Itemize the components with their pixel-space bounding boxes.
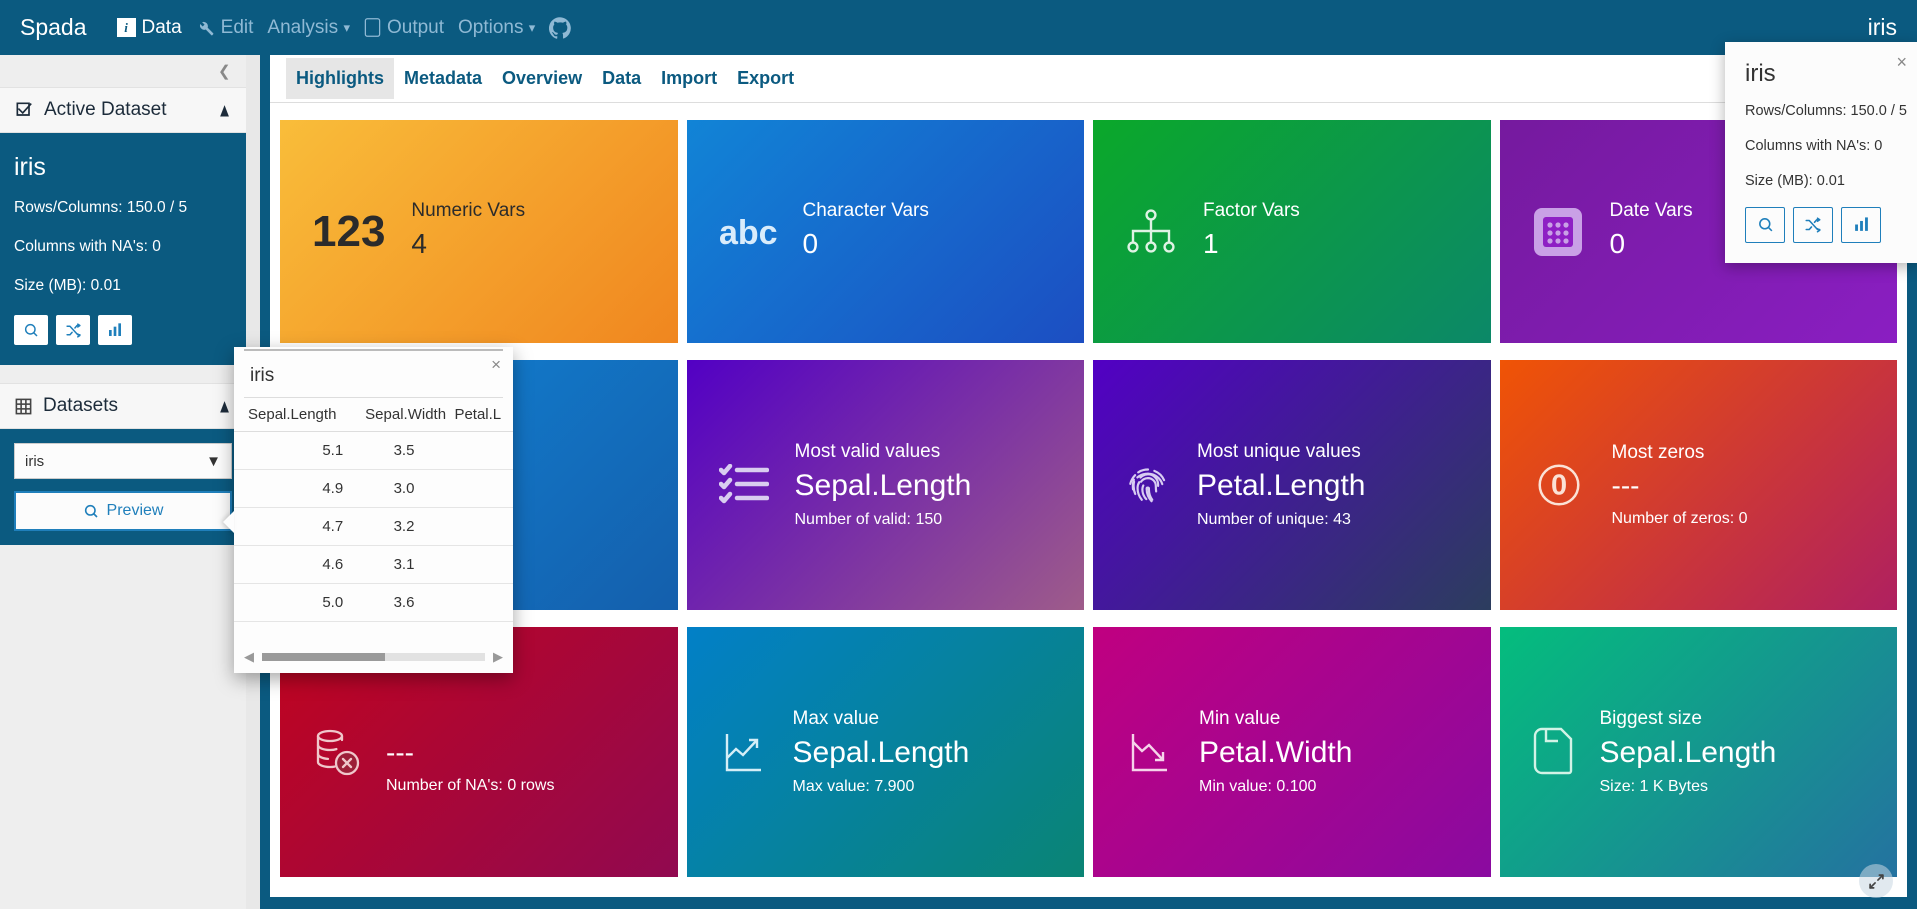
svg-text:abc: abc xyxy=(719,214,777,252)
svg-text:0: 0 xyxy=(1550,470,1566,502)
